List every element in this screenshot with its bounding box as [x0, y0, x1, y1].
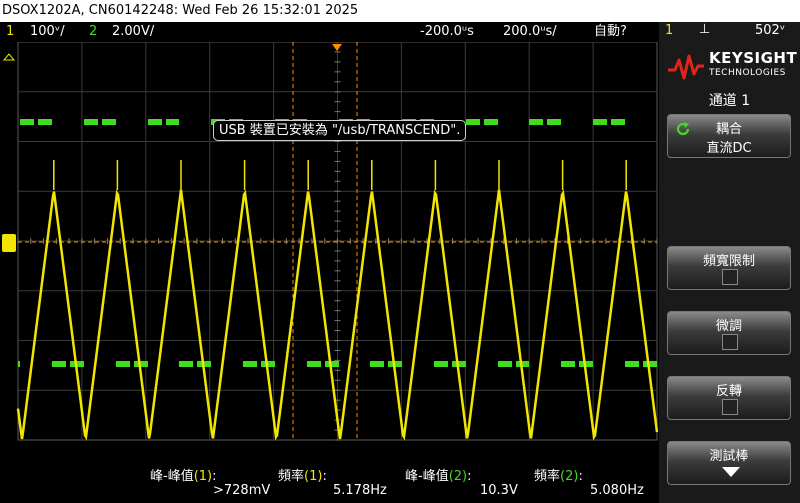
- trigger-icon: ⊥: [699, 22, 711, 37]
- window-title-bar: DSOX1202A, CN60142248: Wed Feb 26 15:32:…: [0, 0, 800, 22]
- meas-1-value: >728mV: [213, 483, 271, 498]
- bw-limit-label: 頻寬限制: [702, 254, 755, 269]
- invert-label: 反轉: [715, 384, 742, 399]
- ch1-trace: [16, 189, 659, 441]
- status-bar: 1 100ᵛ/ 2 2.00V/ -200.0ᵘs 200.0ᵘs/ 自動?: [0, 22, 659, 42]
- meas-4-label: 頻率(2):: [534, 469, 583, 484]
- meas-1-label: 峰-峰值(1):: [150, 469, 217, 484]
- fine-softkey[interactable]: 微調: [667, 311, 791, 355]
- coupling-label: 耦合: [715, 122, 742, 137]
- waveform-display[interactable]: USB 裝置已安裝為 "/usb/TRANSCEND".: [0, 42, 659, 442]
- usb-toast-message: USB 裝置已安裝為 "/usb/TRANSCEND".: [213, 120, 467, 141]
- menu-title: 通道 1: [708, 93, 751, 109]
- measurement-bar: 峰-峰值(1): >728mV 頻率(1): 5.178Hz 峰-峰值(2): …: [0, 463, 659, 503]
- brand-name: KEYSIGHT: [709, 49, 798, 67]
- keysight-logo: KEYSIGHT TECHNOLOGIES: [666, 46, 798, 86]
- meas-3-label: 峰-峰值(2):: [405, 469, 472, 484]
- coupling-value: 直流DC: [706, 141, 752, 156]
- horizontal-delay[interactable]: -200.0ᵘs: [420, 24, 474, 39]
- invert-softkey[interactable]: 反轉: [667, 376, 791, 420]
- ch2-number[interactable]: 2: [89, 24, 98, 39]
- invert-checkbox[interactable]: [722, 399, 738, 415]
- ch2-scale[interactable]: 2.00V/: [112, 24, 155, 39]
- trigger-level[interactable]: 502ᵛ: [755, 23, 786, 38]
- ch1-number[interactable]: 1: [6, 24, 15, 39]
- waveform-svg: [2, 42, 659, 441]
- meas-3-value: 10.3V: [480, 483, 518, 498]
- rotate-icon: [676, 122, 690, 136]
- softkey-panel: 1 ⊥ 502ᵛ KEYSIGHT TECHNOLOGIES 通道 1 耦合 直…: [659, 22, 800, 503]
- trigger-source[interactable]: 1: [665, 23, 674, 38]
- meas-2-label: 頻率(1):: [278, 469, 327, 484]
- bw-limit-checkbox[interactable]: [722, 269, 738, 285]
- ch1-scale[interactable]: 100ᵛ/: [30, 24, 65, 39]
- probe-softkey[interactable]: 測試棒: [667, 441, 791, 485]
- fine-label: 微調: [715, 319, 742, 334]
- coupling-softkey[interactable]: 耦合 直流DC: [667, 114, 791, 158]
- ch2-trace: [18, 119, 657, 367]
- trigger-mode[interactable]: 自動?: [594, 24, 627, 39]
- meas-4-value: 5.080Hz: [590, 483, 644, 498]
- ch1-ground-marker: [2, 234, 16, 252]
- fine-checkbox[interactable]: [722, 334, 738, 350]
- probe-label: 測試棒: [709, 449, 749, 464]
- trigger-marker-icon: [2, 53, 16, 61]
- keysight-wave-icon: [668, 54, 704, 80]
- bw-limit-softkey[interactable]: 頻寬限制: [667, 246, 791, 290]
- brand-subtitle: TECHNOLOGIES: [709, 68, 786, 78]
- meas-2-value: 5.178Hz: [333, 483, 387, 498]
- trigger-position-marker: [332, 44, 342, 51]
- timebase-scale[interactable]: 200.0ᵘs/: [503, 24, 557, 39]
- arrow-down-icon: [722, 467, 740, 477]
